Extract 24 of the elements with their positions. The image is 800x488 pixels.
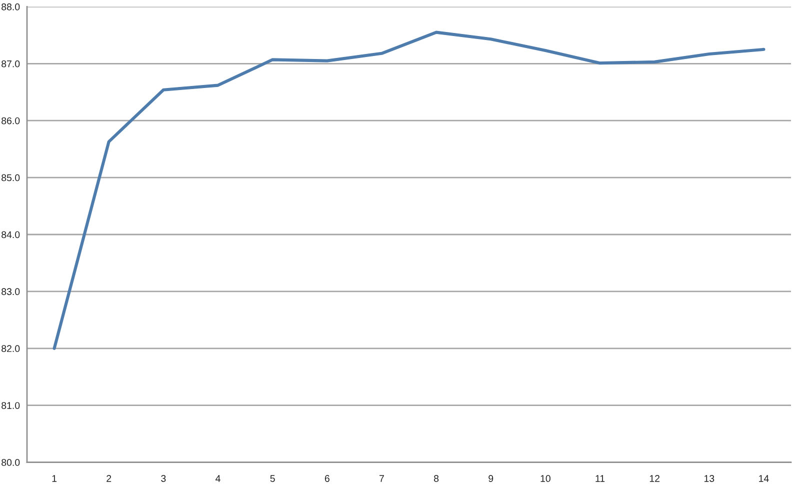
y-tick-label: 83.0 [2,288,20,296]
x-tick-label: 8 [434,475,439,482]
x-tick-label: 9 [488,475,494,482]
x-tick-label: 13 [704,475,714,482]
x-tick-label: 7 [380,475,384,482]
y-tick-label: 85.0 [2,174,20,182]
x-tick-label: 14 [759,475,769,482]
y-tick-label: 86.0 [2,117,20,124]
y-tick-label: 88.0 [2,3,20,10]
x-tick-label: 12 [650,475,660,482]
x-tick-label: 2 [106,475,112,482]
x-tick-label: 5 [270,475,275,482]
x-tick-label: 4 [216,475,220,482]
y-tick-label: 80.0 [2,459,20,466]
y-tick-label: 84.0 [2,231,20,238]
y-tick-label: 81.0 [2,402,20,409]
x-tick-label: 10 [540,475,550,482]
x-tick-label: 1 [52,475,57,482]
y-tick-label: 82.0 [2,345,20,352]
x-tick-label: 6 [324,475,330,482]
x-tick-label: 3 [161,475,166,482]
x-tick-label: 11 [596,475,605,482]
line-series [52,30,766,350]
y-tick-label: 87.0 [2,60,20,68]
